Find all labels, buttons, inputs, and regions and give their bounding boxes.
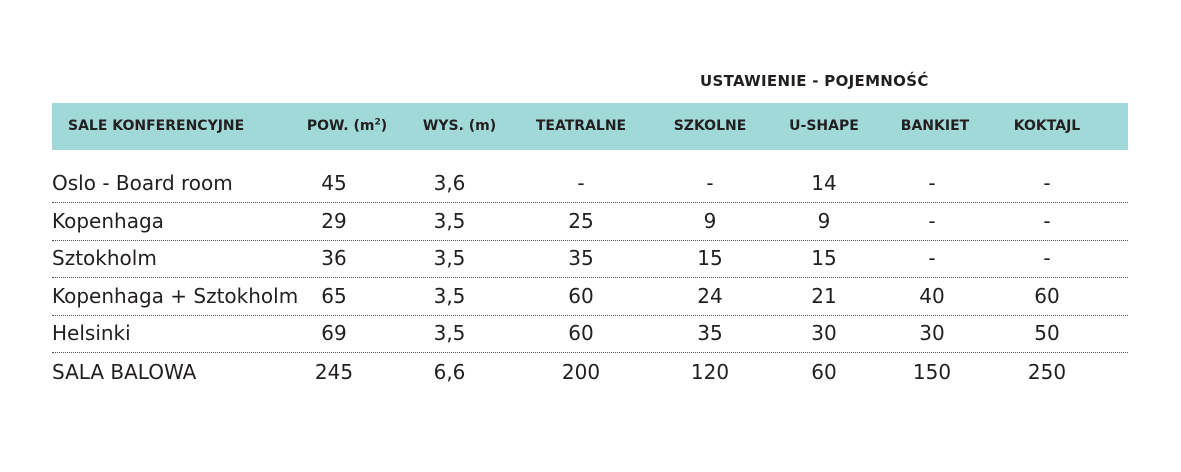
height-value: 3,5 [433, 321, 466, 345]
school-value: - [706, 171, 714, 195]
theatre-value: 60 [568, 321, 594, 345]
cocktail-value: 60 [1034, 284, 1060, 308]
school-value: 24 [697, 284, 723, 308]
ushape-value: 15 [811, 246, 837, 270]
header-theatre: TEATRALNE [535, 118, 627, 134]
banquet-value: - [928, 171, 936, 195]
cocktail-value: - [1043, 246, 1051, 270]
table-row: Oslo - Board room 45 3,6 - - 14 - - [52, 165, 1128, 203]
theatre-value: 25 [568, 209, 594, 233]
cocktail-value: - [1043, 209, 1051, 233]
school-value: 120 [690, 360, 730, 384]
table-row: Helsinki 69 3,5 60 35 30 30 50 [52, 315, 1128, 353]
school-value: 35 [697, 321, 723, 345]
ushape-value: 21 [811, 284, 837, 308]
area-value: 29 [321, 209, 347, 233]
area-value: 65 [321, 284, 347, 308]
area-value: 36 [321, 246, 347, 270]
header-area-sup: 2 [374, 117, 381, 128]
ushape-value: 9 [817, 209, 831, 233]
header-area: POW. (m2) [292, 103, 402, 150]
ushape-value: 60 [811, 360, 837, 384]
ushape-value: 30 [811, 321, 837, 345]
table-header: SALE KONFERENCYJNE POW. (m2) WYS. (m) TE… [52, 103, 1128, 150]
header-ushape: U-SHAPE [789, 118, 859, 134]
banquet-value: - [928, 209, 936, 233]
theatre-value: 35 [568, 246, 594, 270]
theatre-value: - [577, 171, 585, 195]
cocktail-value: 50 [1034, 321, 1060, 345]
banquet-value: - [928, 246, 936, 270]
table-row: Kopenhaga + Sztokholm 65 3,5 60 24 21 40… [52, 278, 1128, 316]
room-name: Kopenhaga + Sztokholm [52, 284, 299, 308]
header-school: SZKOLNE [673, 118, 747, 134]
room-name: Helsinki [52, 321, 131, 345]
room-name: Kopenhaga [52, 209, 164, 233]
cocktail-value: - [1043, 171, 1051, 195]
area-value: 69 [321, 321, 347, 345]
table-row: Sztokholm 36 3,5 35 15 15 - - [52, 240, 1128, 278]
room-name: Sztokholm [52, 246, 157, 270]
banquet-value: 150 [912, 360, 952, 384]
header-cocktail: KOKTAJL [1013, 118, 1081, 134]
area-value: 45 [321, 171, 347, 195]
height-value: 3,5 [433, 209, 466, 233]
header-banquet: BANKIET [900, 118, 970, 134]
theatre-value: 60 [568, 284, 594, 308]
header-conference-rooms: SALE KONFERENCYJNE [68, 118, 245, 134]
theatre-value: 200 [561, 360, 601, 384]
table-row: SALA BALOWA 245 6,6 200 120 60 150 250 [52, 354, 1128, 391]
room-name: Oslo - Board room [52, 171, 233, 195]
header-area-close: ) [380, 118, 388, 134]
school-value: 15 [697, 246, 723, 270]
ushape-value: 14 [811, 171, 837, 195]
cocktail-value: 250 [1027, 360, 1067, 384]
banquet-value: 40 [919, 284, 945, 308]
group-header-capacity: USTAWIENIE - POJEMNOŚĆ [700, 72, 929, 90]
room-name: SALA BALOWA [52, 360, 197, 384]
height-value: 3,5 [433, 246, 466, 270]
area-value: 245 [314, 360, 354, 384]
height-value: 3,5 [433, 284, 466, 308]
header-area-label: POW. (m [306, 118, 375, 134]
school-value: 9 [703, 209, 717, 233]
header-height: WYS. (m) [422, 118, 497, 134]
height-value: 6,6 [433, 360, 466, 384]
banquet-value: 30 [919, 321, 945, 345]
height-value: 3,6 [433, 171, 466, 195]
table-row: Kopenhaga 29 3,5 25 9 9 - - [52, 203, 1128, 241]
